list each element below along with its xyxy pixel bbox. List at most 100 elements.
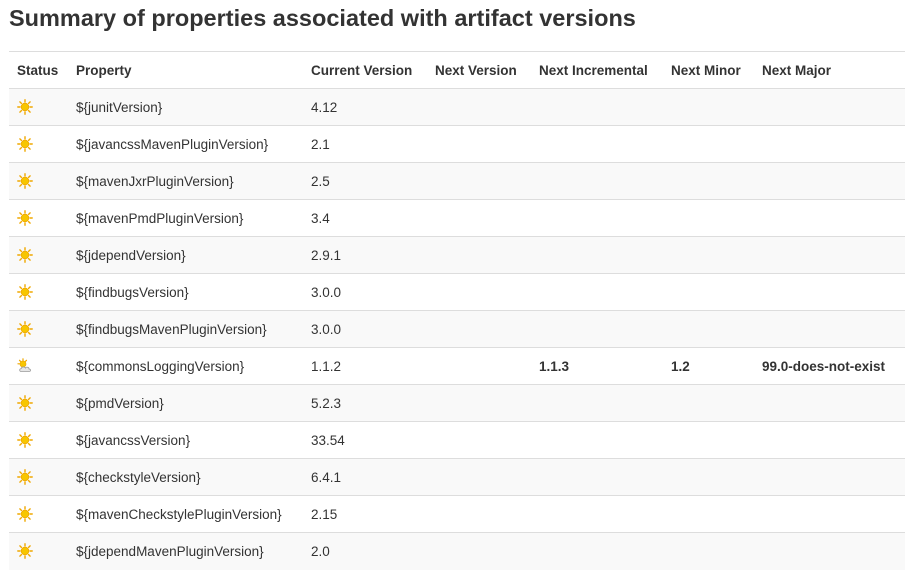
current-version-cell: 1.1.2 [303, 347, 427, 385]
table-row: ${jdependMavenPluginVersion} 2.0 [9, 532, 905, 570]
sun-icon [17, 543, 33, 560]
next-minor-cell [663, 273, 754, 311]
next-major-cell [754, 236, 905, 274]
sun-icon [17, 247, 33, 264]
current-version-cell: 2.15 [303, 495, 427, 533]
next-version-cell [427, 273, 531, 311]
next-minor-cell: 1.2 [663, 347, 754, 385]
next-incremental-cell [531, 384, 663, 422]
next-major-cell [754, 88, 905, 126]
next-incremental-cell [531, 199, 663, 237]
property-cell: ${jdependVersion} [68, 236, 303, 274]
next-major-cell [754, 384, 905, 422]
status-cell [9, 384, 68, 422]
next-incremental-cell [531, 125, 663, 163]
sun-icon [17, 506, 33, 523]
next-minor-cell [663, 199, 754, 237]
status-cell [9, 458, 68, 496]
property-cell: ${checkstyleVersion} [68, 458, 303, 496]
property-cell: ${mavenJxrPluginVersion} [68, 162, 303, 200]
current-version-cell: 3.0.0 [303, 273, 427, 311]
next-minor-cell [663, 162, 754, 200]
table-row: ${commonsLoggingVersion} 1.1.2 1.1.3 1.2… [9, 347, 905, 385]
next-incremental-cell [531, 421, 663, 459]
properties-summary-table: Status Property Current Version Next Ver… [9, 51, 905, 570]
next-version-cell [427, 384, 531, 422]
next-major-cell: 99.0-does-not-exist [754, 347, 905, 385]
property-cell: ${mavenPmdPluginVersion} [68, 199, 303, 237]
status-cell [9, 162, 68, 200]
status-cell [9, 532, 68, 570]
next-incremental-cell [531, 162, 663, 200]
next-minor-cell [663, 310, 754, 348]
property-cell: ${pmdVersion} [68, 384, 303, 422]
sun-icon [17, 469, 33, 486]
table-row: ${checkstyleVersion} 6.4.1 [9, 458, 905, 496]
table-row: ${jdependVersion} 2.9.1 [9, 236, 905, 274]
table-body: ${junitVersion} 4.12 ${javancssMavenPlug… [9, 88, 905, 570]
next-version-cell [427, 310, 531, 348]
next-incremental-cell [531, 495, 663, 533]
current-version-cell: 2.5 [303, 162, 427, 200]
status-cell [9, 236, 68, 274]
current-version-cell: 6.4.1 [303, 458, 427, 496]
header-next-version: Next Version [427, 51, 531, 89]
next-version-cell [427, 532, 531, 570]
status-cell [9, 125, 68, 163]
current-version-cell: 3.4 [303, 199, 427, 237]
next-major-cell [754, 532, 905, 570]
next-version-cell [427, 236, 531, 274]
cloudy-sun-icon [17, 358, 33, 374]
table-row: ${javancssMavenPluginVersion} 2.1 [9, 125, 905, 163]
page-title: Summary of properties associated with ar… [9, 5, 636, 31]
property-cell: ${findbugsMavenPluginVersion} [68, 310, 303, 348]
sun-icon [17, 210, 33, 227]
table-row: ${mavenCheckstylePluginVersion} 2.15 [9, 495, 905, 533]
current-version-cell: 4.12 [303, 88, 427, 126]
next-minor-cell [663, 88, 754, 126]
next-minor-cell [663, 125, 754, 163]
next-minor-cell [663, 421, 754, 459]
property-cell: ${javancssMavenPluginVersion} [68, 125, 303, 163]
current-version-cell: 33.54 [303, 421, 427, 459]
next-minor-cell [663, 458, 754, 496]
property-cell: ${junitVersion} [68, 88, 303, 126]
sun-icon [17, 173, 33, 190]
next-major-cell [754, 162, 905, 200]
next-major-cell [754, 421, 905, 459]
table-row: ${findbugsVersion} 3.0.0 [9, 273, 905, 311]
property-cell: ${mavenCheckstylePluginVersion} [68, 495, 303, 533]
current-version-cell: 2.1 [303, 125, 427, 163]
next-version-cell [427, 162, 531, 200]
next-major-cell [754, 458, 905, 496]
current-version-cell: 2.0 [303, 532, 427, 570]
current-version-cell: 5.2.3 [303, 384, 427, 422]
next-incremental-cell [531, 88, 663, 126]
next-version-cell [427, 421, 531, 459]
table-row: ${javancssVersion} 33.54 [9, 421, 905, 459]
table-row: ${pmdVersion} 5.2.3 [9, 384, 905, 422]
next-major-cell [754, 495, 905, 533]
next-major-cell [754, 273, 905, 311]
header-next-minor: Next Minor [663, 51, 754, 89]
property-cell: ${javancssVersion} [68, 421, 303, 459]
next-minor-cell [663, 384, 754, 422]
header-next-incremental: Next Incremental [531, 51, 663, 89]
next-major-cell [754, 310, 905, 348]
status-cell [9, 273, 68, 311]
next-version-cell [427, 125, 531, 163]
table-row: ${mavenJxrPluginVersion} 2.5 [9, 162, 905, 200]
sun-icon [17, 432, 33, 449]
next-incremental-cell [531, 273, 663, 311]
table-row: ${mavenPmdPluginVersion} 3.4 [9, 199, 905, 237]
header-next-major: Next Major [754, 51, 905, 89]
next-version-cell [427, 199, 531, 237]
next-minor-cell [663, 236, 754, 274]
property-cell: ${jdependMavenPluginVersion} [68, 532, 303, 570]
next-minor-cell [663, 495, 754, 533]
status-cell [9, 199, 68, 237]
header-current-version: Current Version [303, 51, 427, 89]
next-version-cell [427, 347, 531, 385]
table-row: ${findbugsMavenPluginVersion} 3.0.0 [9, 310, 905, 348]
sun-icon [17, 321, 33, 338]
